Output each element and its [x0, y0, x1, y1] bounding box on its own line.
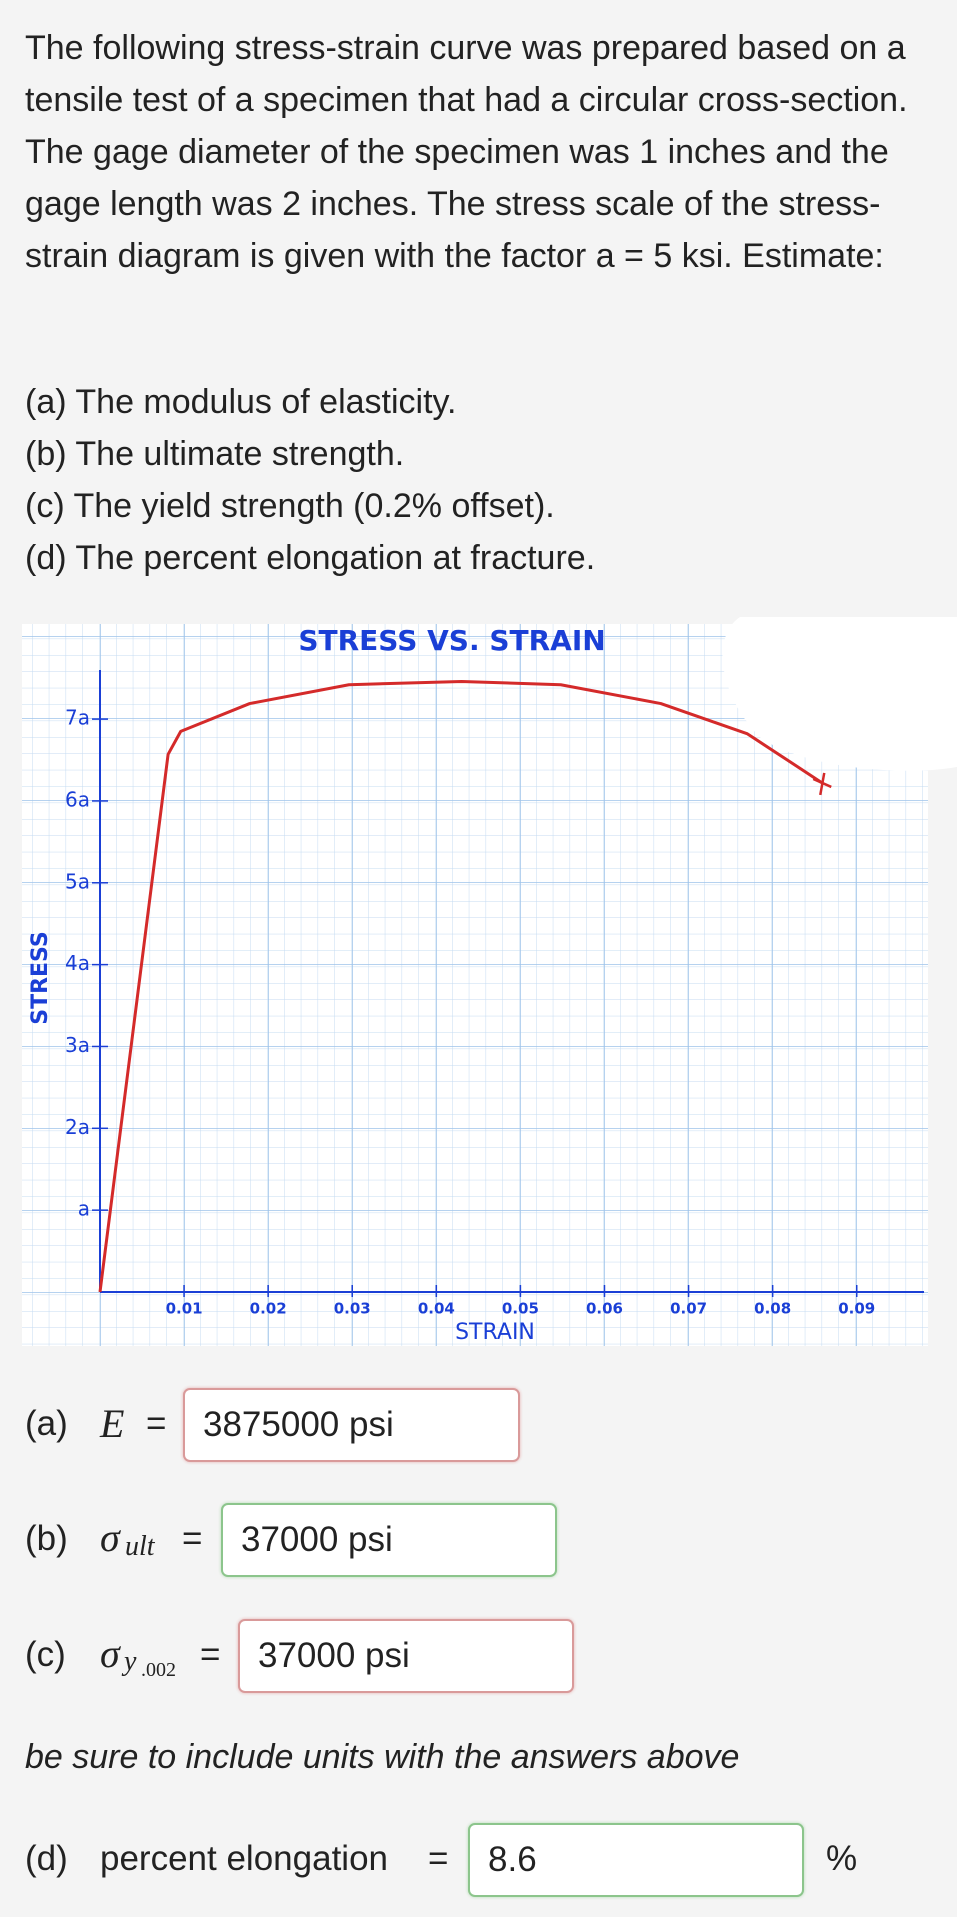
x-tick-label: 0.02 — [250, 1300, 287, 1318]
part: (d) The percent elongation at fracture. — [25, 539, 596, 577]
answer-label: percent elongation — [100, 1839, 388, 1878]
x-tick-label: 0.05 — [502, 1300, 539, 1318]
chart: STRESS VS. STRAIN STRAIN STRESS 0.01 0.02… — [22, 617, 957, 1346]
answer-symbol: σ — [100, 1631, 120, 1676]
part: (b) The ultimate strength. — [25, 435, 405, 473]
y-axis-label: STRESS — [28, 931, 53, 1025]
answer-box[interactable]: 3875000 psi — [183, 1388, 520, 1462]
answer-symbol: E — [100, 1401, 125, 1446]
y-tick-label: 2a — [65, 1115, 90, 1139]
question-text: The following stress-strain curve was pr… — [25, 29, 908, 275]
part: (c) The yield strength (0.2% offset). — [25, 487, 555, 525]
white-patch — [722, 617, 957, 771]
x-tick-label: 0.01 — [166, 1300, 203, 1318]
x-axis-label: STRAIN — [455, 1320, 535, 1345]
y-tick-label: a — [78, 1197, 90, 1221]
fracture-mark — [812, 772, 832, 796]
x-tick-label: 0.04 — [418, 1300, 455, 1318]
answer-subscript: ult — [125, 1531, 155, 1562]
y-tick-label: 5a — [65, 869, 90, 893]
equals: = — [428, 1839, 449, 1878]
answer-box[interactable]: 37000 psi — [238, 1619, 574, 1693]
x-tick-label: 0.09 — [838, 1300, 875, 1318]
equals: = — [200, 1635, 221, 1674]
equals: = — [146, 1404, 167, 1443]
x-tick-label: 0.08 — [754, 1300, 791, 1318]
y-tick-label: 6a — [65, 787, 90, 811]
chart-title: STRESS VS. STRAIN — [298, 624, 605, 657]
question-parts: (a) The modulus of elasticity. (b) The u… — [25, 376, 595, 584]
note: be sure to include units with the answer… — [25, 1738, 740, 1776]
y-tick-label: 7a — [65, 706, 90, 730]
answer-symbol: σ — [100, 1515, 120, 1560]
part: (a) The modulus of elasticity. — [25, 383, 457, 421]
answer-part: (a) — [25, 1404, 68, 1443]
equals: = — [182, 1519, 203, 1558]
curve — [98, 679, 824, 1293]
answer-box[interactable]: 37000 psi — [221, 1503, 557, 1577]
answer-part: (d) — [25, 1839, 68, 1878]
unit: % — [826, 1839, 858, 1878]
answer-subsubscript: .002 — [141, 1659, 176, 1681]
answer-part: (c) — [25, 1635, 66, 1674]
y-tick-label: 4a — [65, 951, 90, 975]
y-tick-label: 3a — [65, 1033, 90, 1057]
x-tick-label: 0.03 — [334, 1300, 371, 1318]
answer-part: (b) — [25, 1519, 68, 1558]
answer-subscript: y — [124, 1646, 137, 1677]
answer-box[interactable]: 8.6 — [468, 1823, 804, 1897]
x-tick-label: 0.06 — [586, 1300, 623, 1318]
x-tick-label: 0.07 — [670, 1300, 707, 1318]
